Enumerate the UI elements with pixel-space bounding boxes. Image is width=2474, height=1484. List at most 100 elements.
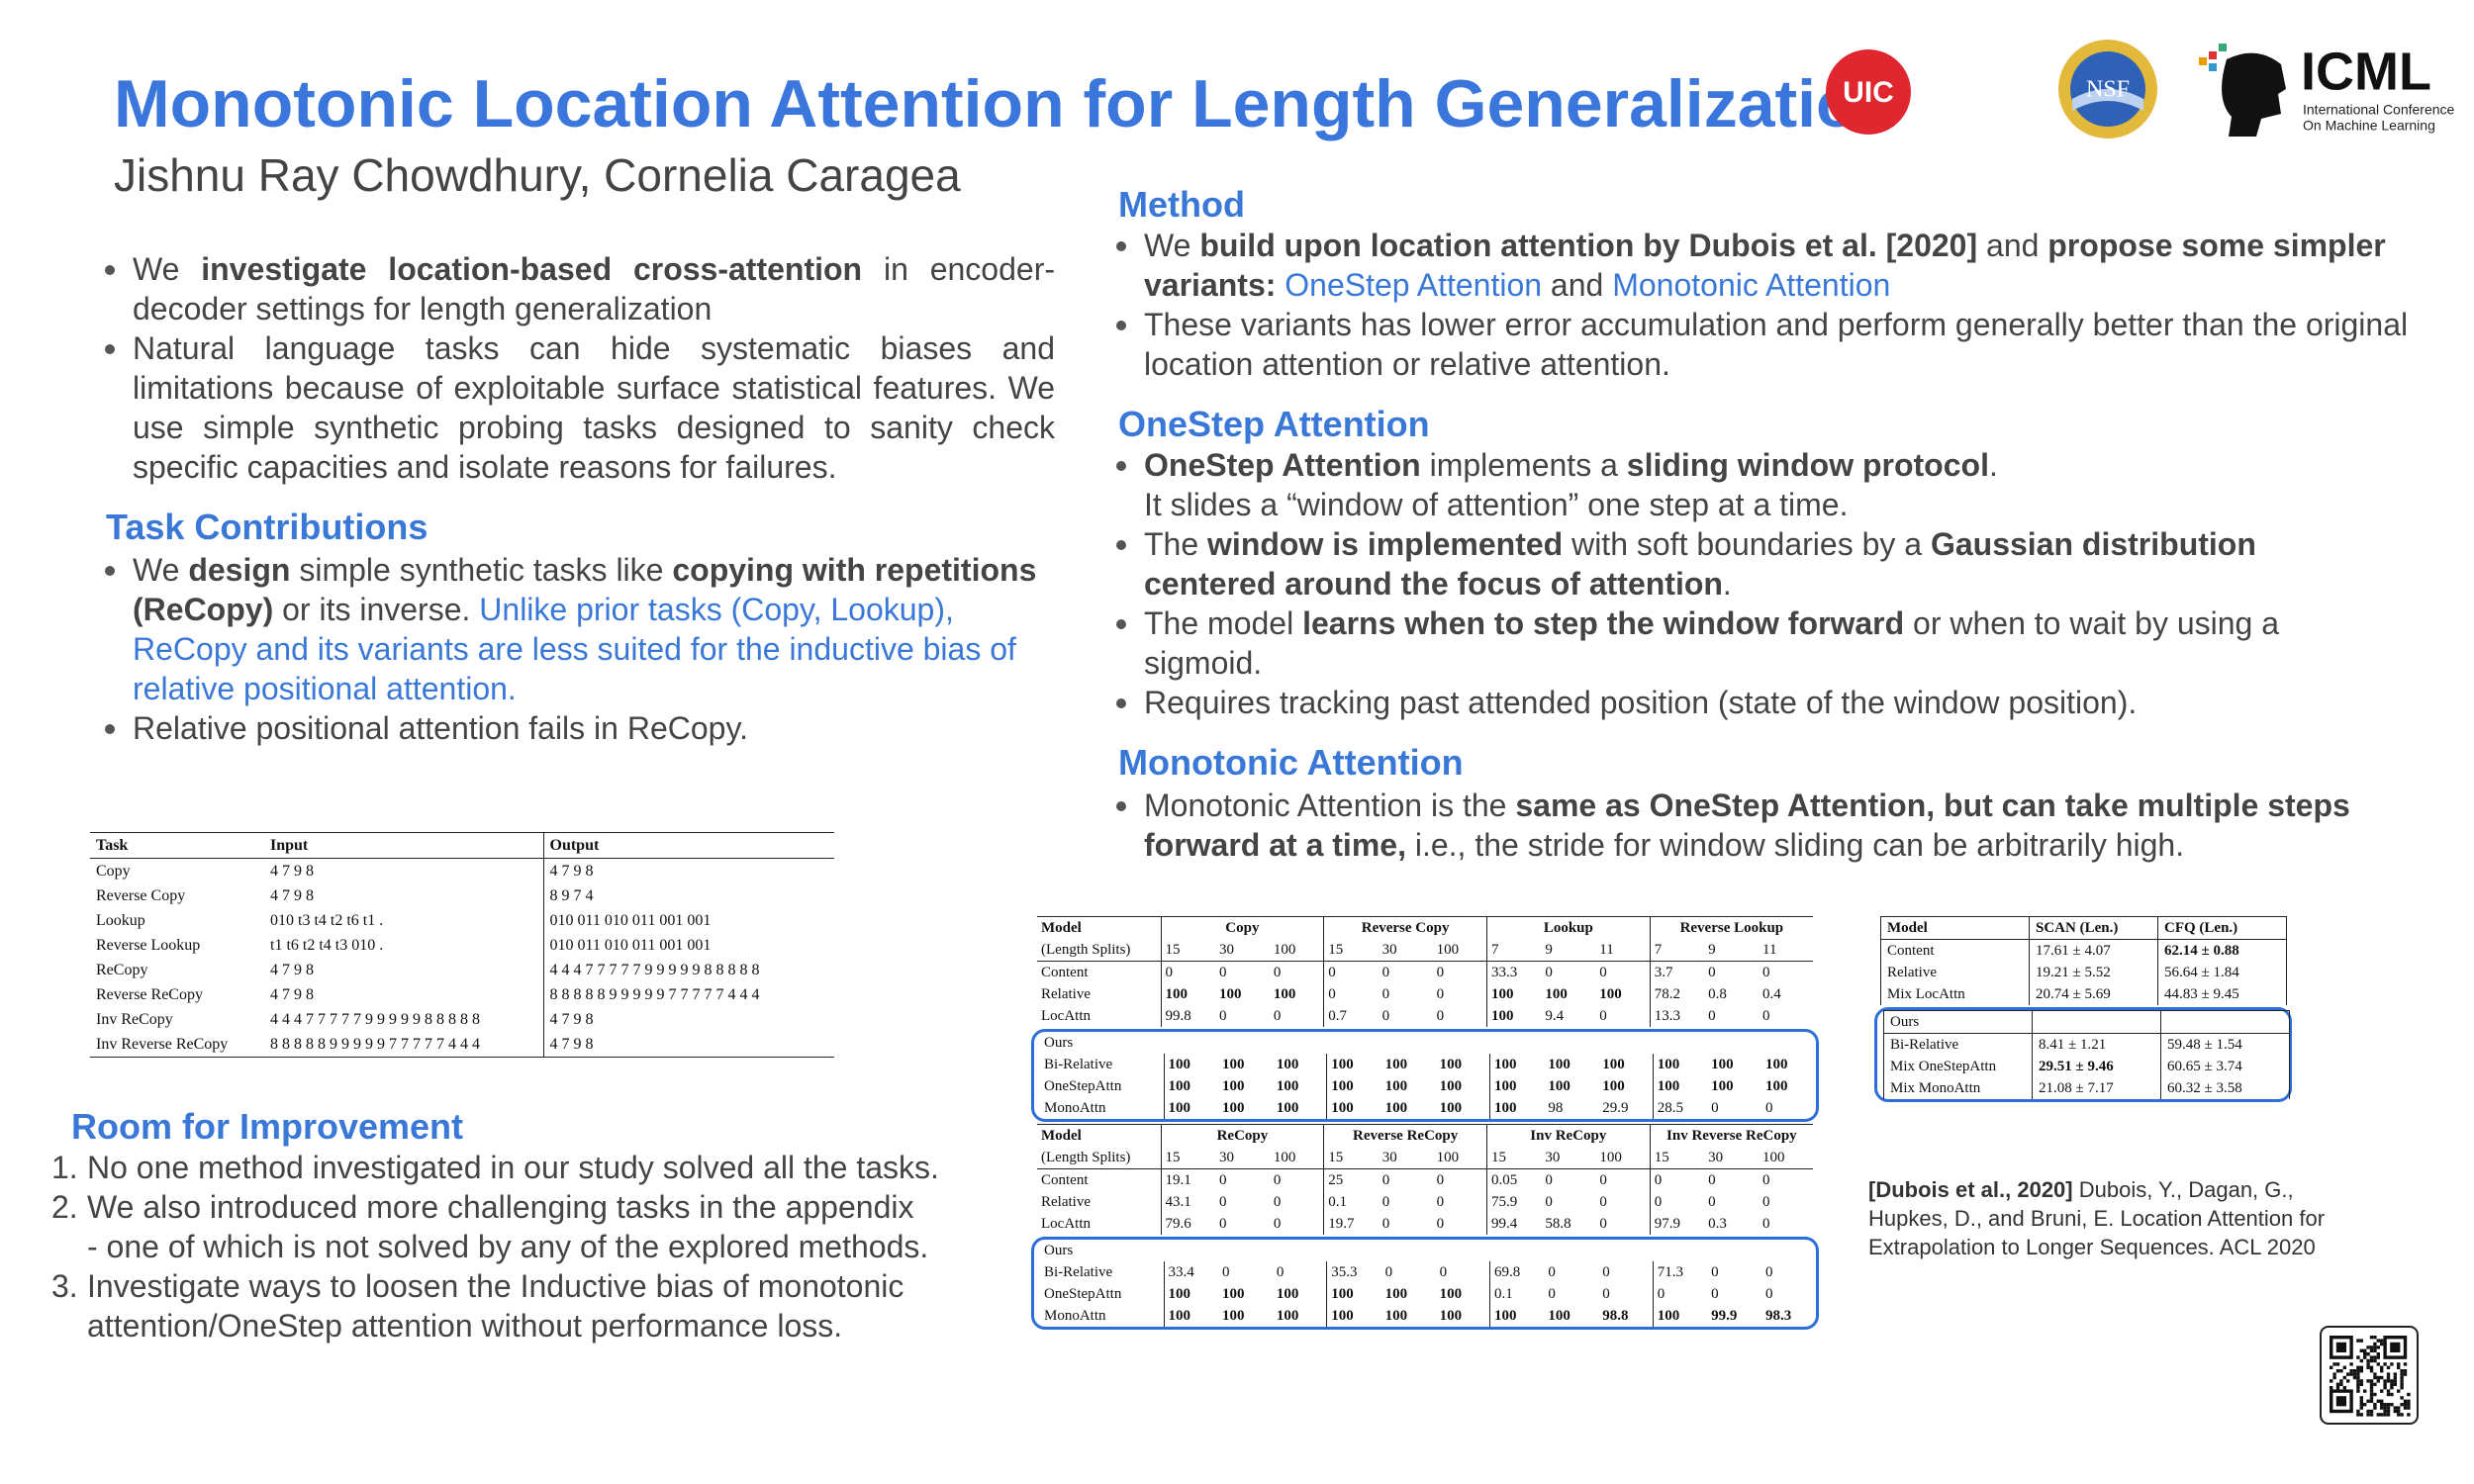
table-cell: 19.21 ± 5.52	[2029, 962, 2158, 983]
qr-module	[2407, 1399, 2411, 1403]
qr-module	[2380, 1399, 2384, 1403]
value-cell: 0	[1762, 1215, 1770, 1232]
table-cell: Reverse Lookup	[96, 936, 201, 954]
table-row: Bi-Relative 33.4 0 0 35.3 0 0 69.8 0 0 71.3 0 0	[1040, 1261, 1816, 1283]
ours-label: Ours	[1044, 1034, 1074, 1051]
table-row: Mix OneStepAttn 29.51 ± 9.46 60.65 ± 3.74	[1883, 1056, 2290, 1077]
value-cell: 0.1	[1488, 1283, 1545, 1305]
qr-module	[2356, 1379, 2360, 1383]
qr-module	[2359, 1369, 2363, 1373]
value-cell: 0	[1711, 1263, 1719, 1280]
qr-module	[2373, 1392, 2377, 1397]
qr-module	[2397, 1389, 2401, 1393]
text-run: .	[1722, 566, 1732, 602]
icml-subtitle: On Machine Learning	[2303, 118, 2435, 134]
value-cell: 33.4	[1163, 1261, 1218, 1283]
model-cell: LocAttn	[1041, 1215, 1091, 1232]
value-cell: 100	[1384, 1285, 1408, 1302]
value-cell: 100	[1163, 1075, 1218, 1097]
qr-module	[2400, 1375, 2404, 1380]
text-run: Monotonic Attention is the	[1144, 788, 1516, 823]
table-cell: 59.48 ± 1.54	[2160, 1033, 2290, 1056]
value-cell: 0	[1765, 1099, 1773, 1116]
qr-module	[2359, 1365, 2363, 1369]
qr-module	[2335, 1382, 2340, 1386]
value-cell: 13.3	[1649, 1005, 1705, 1027]
qr-module	[2400, 1413, 2404, 1417]
qr-module	[2386, 1413, 2391, 1417]
table-row: Relative 43.1 0 0 0.1 0 0 75.9 0 0 0 0 0	[1037, 1191, 1813, 1213]
qr-module	[2386, 1403, 2391, 1407]
qr-module	[2332, 1362, 2336, 1366]
value-cell: 78.2	[1649, 983, 1705, 1005]
model-cell: Bi-Relative	[1044, 1263, 1113, 1280]
qr-module	[2376, 1413, 2380, 1417]
value-cell: 100	[1163, 1305, 1218, 1327]
value-cell: 100	[1384, 1056, 1408, 1072]
value-cell: 99.8	[1160, 1005, 1215, 1027]
qr-module	[2346, 1372, 2350, 1376]
split-cell: 7	[1649, 939, 1705, 962]
value-cell: 100	[1652, 1075, 1708, 1097]
qr-module	[2359, 1403, 2363, 1407]
table-cell: Copy	[96, 862, 131, 880]
qr-module	[2363, 1403, 2367, 1407]
value-cell: 0	[1218, 1193, 1227, 1210]
qr-module	[2390, 1342, 2401, 1352]
value-cell: 0	[1218, 964, 1227, 980]
value-cell: 69.8	[1488, 1261, 1545, 1283]
qr-module	[2390, 1392, 2394, 1397]
table-cell: Bi-Relative	[1883, 1033, 2033, 1056]
qr-module	[2369, 1369, 2374, 1373]
qr-module	[2349, 1372, 2353, 1376]
qr-module	[2373, 1342, 2377, 1346]
results-table-ours: Ours Bi-Relative 33.4 0 0 35.3 0 0 69.8 0 0 71.3 0 0 O…	[1040, 1240, 1816, 1327]
qr-module	[2383, 1413, 2387, 1417]
icml-subtitle: International Conference	[2303, 102, 2455, 118]
value-cell: 0	[1599, 964, 1607, 980]
qr-module	[2386, 1365, 2391, 1369]
qr-module	[2393, 1372, 2397, 1376]
value-cell: 100	[1652, 1054, 1708, 1075]
header-cell: Model	[1037, 916, 1162, 939]
bullet-item: Monotonic Attention is the same as OneSt…	[1110, 786, 2426, 865]
table-cell: 010 t3 t4 t2 t6 t1 .	[264, 908, 544, 933]
ours-row: Ours	[1040, 1240, 1816, 1261]
text-run: We	[133, 251, 202, 287]
qr-module	[2366, 1409, 2370, 1414]
bullet-item: OneStep Attention implements a sliding w…	[1110, 445, 2397, 524]
qr-module	[2373, 1355, 2377, 1359]
qr-module	[2363, 1355, 2367, 1359]
value-cell: 19.1	[1160, 1168, 1215, 1191]
numbered-item: 1. No one method investigated in our stud…	[51, 1148, 1001, 1187]
value-cell: 33.3	[1485, 961, 1542, 983]
model-cell: MonoAttn	[1044, 1307, 1106, 1324]
qr-module	[2376, 1399, 2380, 1403]
text-run: simple synthetic tasks like	[290, 552, 673, 588]
task-list: We design simple synthetic tasks like co…	[99, 550, 1055, 748]
value-cell: 100	[1326, 1283, 1381, 1305]
splits-row: (Length Splits) 15 30 100 15 30 100 7 9 11 7 9 11	[1037, 939, 1813, 962]
split-cell: 15	[1323, 939, 1379, 962]
table-cell: 4 7 9 8	[264, 883, 544, 908]
table-cell	[2032, 1010, 2161, 1034]
value-cell: 100	[1488, 1305, 1545, 1327]
qr-module	[2356, 1386, 2360, 1390]
qr-module	[2400, 1372, 2404, 1376]
qr-module	[2356, 1409, 2360, 1414]
header-cell: Input	[264, 832, 544, 859]
value-cell: 0.1	[1323, 1191, 1379, 1213]
qr-module	[2400, 1379, 2404, 1383]
qr-module	[2407, 1403, 2411, 1407]
icml-text: ICML	[2301, 42, 2431, 101]
value-cell: 0	[1708, 1171, 1716, 1188]
qr-module	[2400, 1386, 2404, 1390]
qr-module	[2366, 1379, 2370, 1383]
logos: UIC NSF ICML International Conference On…	[1826, 40, 2455, 139]
value-cell: 100	[1221, 1285, 1245, 1302]
value-cell: 100	[1218, 985, 1242, 1002]
qr-module	[2349, 1362, 2353, 1366]
qr-module	[2380, 1413, 2384, 1417]
section-heading: Task Contributions	[106, 507, 428, 547]
value-cell: 100	[1545, 985, 1568, 1002]
